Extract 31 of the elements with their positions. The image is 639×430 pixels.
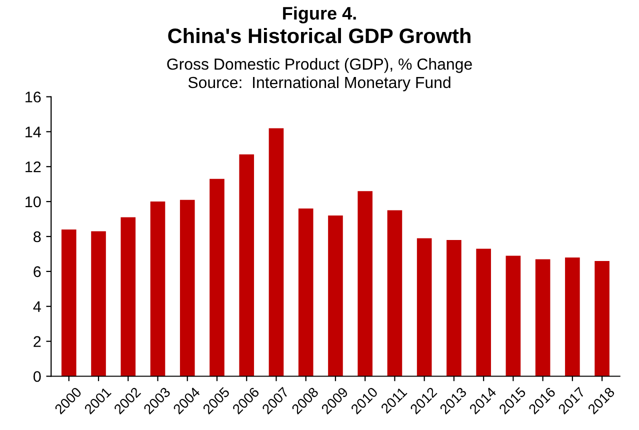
bar [328,216,343,376]
bar [61,230,76,376]
bar [535,259,550,376]
chart-subtitle: Gross Domestic Product (GDP), % Change Source: International Monetary Fund [167,58,472,92]
bar [268,128,284,376]
bar [91,231,106,376]
y-tick-label: 16 [26,92,41,102]
bar [416,238,432,376]
bar [506,256,521,376]
bar [120,217,136,376]
bar [358,191,372,376]
y-tick-label: 2 [34,336,41,347]
bar [565,257,580,376]
y-tick-label: 0 [34,371,41,382]
bar [180,200,195,376]
y-tick-label: 12 [26,161,41,172]
bar [239,154,254,376]
y-tick-label: 4 [33,301,41,312]
bar [298,208,314,376]
bar [150,202,166,376]
chart-title: China's Historical GDP Growth [168,28,470,44]
y-tick-label: 10 [26,196,41,208]
bar [476,248,491,376]
bar [446,240,462,376]
y-tick-label: 8 [34,231,41,242]
bar [210,178,224,376]
caption: Figure 4. [283,6,356,24]
bar [387,210,402,376]
y-tick-label: 14 [26,126,41,138]
y-tick-label: 6 [34,266,41,278]
bar [594,260,610,376]
